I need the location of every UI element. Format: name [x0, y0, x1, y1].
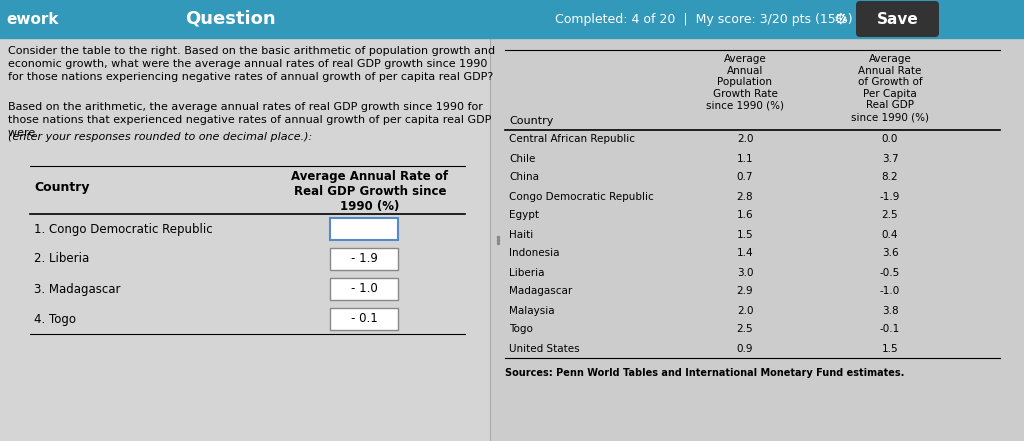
Text: Liberia: Liberia [509, 268, 545, 277]
Text: 1.1: 1.1 [736, 153, 754, 164]
Text: 1. Congo Democratic Republic: 1. Congo Democratic Republic [34, 223, 213, 235]
Text: 3.6: 3.6 [882, 248, 898, 258]
Text: 2.8: 2.8 [736, 191, 754, 202]
Text: Togo: Togo [509, 325, 532, 335]
Text: 8.2: 8.2 [882, 172, 898, 183]
Text: Average Annual Rate of
Real GDP Growth since
1990 (%): Average Annual Rate of Real GDP Growth s… [292, 170, 449, 213]
Text: Average
Annual
Population
Growth Rate
since 1990 (%): Average Annual Population Growth Rate si… [706, 54, 784, 110]
Text: 2. Liberia: 2. Liberia [34, 253, 89, 265]
Text: Based on the arithmetic, the average annual rates of real GDP growth since 1990 : Based on the arithmetic, the average ann… [8, 102, 492, 138]
Text: - 1.9: - 1.9 [350, 253, 378, 265]
Text: 3.8: 3.8 [882, 306, 898, 315]
Text: Save: Save [877, 11, 919, 26]
Text: Egypt: Egypt [509, 210, 539, 220]
Text: ework: ework [6, 11, 58, 26]
Bar [330, 248, 398, 270]
Text: 1.5: 1.5 [882, 344, 898, 354]
Bar [490, 38, 1024, 441]
Text: 3. Madagascar: 3. Madagascar [34, 283, 121, 295]
Text: 2.0: 2.0 [736, 306, 754, 315]
Text: Congo Democratic Republic: Congo Democratic Republic [509, 191, 653, 202]
FancyBboxPatch shape [856, 1, 939, 37]
Text: Indonesia: Indonesia [509, 248, 559, 258]
Text: Average
Annual Rate
of Growth of
Per Capita
Real GDP
since 1990 (%): Average Annual Rate of Growth of Per Cap… [851, 54, 929, 122]
Text: Haiti: Haiti [509, 229, 534, 239]
Text: 3.7: 3.7 [882, 153, 898, 164]
Text: ⚙: ⚙ [834, 11, 847, 26]
Text: 3.0: 3.0 [736, 268, 754, 277]
Text: 0.7: 0.7 [736, 172, 754, 183]
Text: 1.6: 1.6 [736, 210, 754, 220]
Text: Central African Republic: Central African Republic [509, 135, 635, 145]
Bar [0, 0, 1024, 38]
Text: Malaysia: Malaysia [509, 306, 555, 315]
Text: 0.0: 0.0 [882, 135, 898, 145]
Text: 2.9: 2.9 [736, 287, 754, 296]
Text: China: China [509, 172, 539, 183]
Text: 2.5: 2.5 [882, 210, 898, 220]
Text: Chile: Chile [509, 153, 536, 164]
Bar [330, 308, 398, 330]
Text: United States: United States [509, 344, 580, 354]
Text: 1.4: 1.4 [736, 248, 754, 258]
Text: -0.5: -0.5 [880, 268, 900, 277]
Text: Country: Country [34, 182, 89, 194]
Text: 1.5: 1.5 [736, 229, 754, 239]
Text: (enter your responses rounded to one decimal place.):: (enter your responses rounded to one dec… [8, 132, 312, 142]
Bar [0, 38, 490, 441]
Text: -1.9: -1.9 [880, 191, 900, 202]
Text: 2.5: 2.5 [736, 325, 754, 335]
Text: 2.0: 2.0 [736, 135, 754, 145]
Text: 0.4: 0.4 [882, 229, 898, 239]
Text: Sources: Penn World Tables and International Monetary Fund estimates.: Sources: Penn World Tables and Internati… [505, 368, 904, 378]
Text: Consider the table to the right. Based on the basic arithmetic of population gro: Consider the table to the right. Based o… [8, 46, 496, 82]
Bar [330, 278, 398, 300]
Bar [330, 218, 398, 240]
Text: 4. Togo: 4. Togo [34, 313, 76, 325]
Text: 0.9: 0.9 [736, 344, 754, 354]
Text: - 0.1: - 0.1 [350, 313, 378, 325]
Text: Completed: 4 of 20  |  My score: 3/20 pts (15%): Completed: 4 of 20 | My score: 3/20 pts … [555, 12, 853, 26]
Text: -0.1: -0.1 [880, 325, 900, 335]
Text: Question: Question [184, 10, 275, 28]
Text: - 1.0: - 1.0 [350, 283, 378, 295]
Text: -1.0: -1.0 [880, 287, 900, 296]
Text: Madagascar: Madagascar [509, 287, 572, 296]
Text: Country: Country [509, 116, 553, 126]
